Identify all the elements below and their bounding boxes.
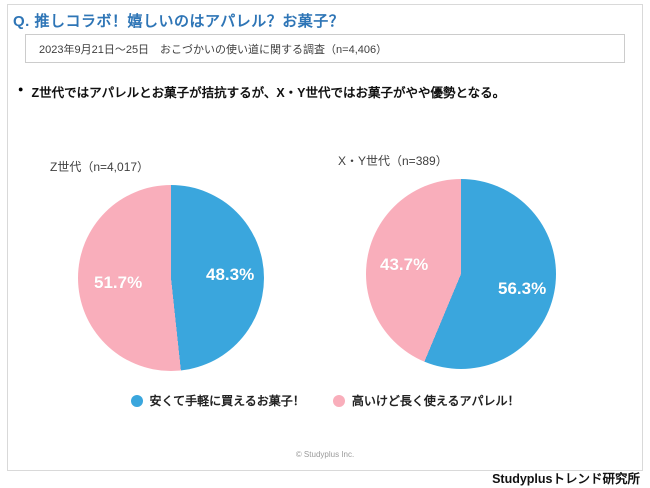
chart-legend: 安くて手軽に買えるお菓子！ 高いけど長く使えるアパレル！ (0, 392, 650, 409)
survey-note-text: 2023年9月21日〜25日 おこづかいの使い道に関する調査（n=4,406） (39, 43, 388, 56)
legend-item-sweets: 安くて手軽に買えるお菓子！ (130, 392, 305, 409)
chart-area: Z世代（n=4,017） 48.3% 51.7% X・Y世代（n=389） 56… (0, 140, 650, 400)
pie-chart-gen-z: Z世代（n=4,017） 48.3% 51.7% (50, 158, 300, 371)
pie-gen-z (78, 185, 264, 371)
pie-gen-xy-label-sweets: 56.3% (498, 279, 547, 298)
brand-text: Studyplusトレンド研究所 (492, 472, 640, 486)
pie-gen-z-label-apparel: 51.7% (94, 273, 143, 292)
survey-note-box: 2023年9月21日〜25日 おこづかいの使い道に関する調査（n=4,406） (25, 34, 625, 63)
legend-item-apparel: 高いけど長く使えるアパレル！ (332, 392, 520, 409)
copyright-text: © Studyplus Inc. (295, 450, 355, 459)
pie-wrap-gen-xy: 56.3% 43.7% (366, 179, 556, 369)
legend-label-sweets: 安くて手軽に買えるお菓子！ (149, 394, 305, 408)
insight-row: ● Z世代ではアパレルとお菓子が拮抗するが、X・Y世代ではお菓子がやや優勢となる… (18, 82, 632, 101)
pie-title-gen-z: Z世代（n=4,017） (50, 160, 150, 174)
pie-gen-xy-label-apparel: 43.7% (380, 255, 429, 274)
pie-gen-z-label-sweets: 48.3% (206, 265, 255, 284)
pie-gen-xy (366, 179, 556, 369)
insight-text: Z世代ではアパレルとお菓子が拮抗するが、X・Y世代ではお菓子がやや優勢となる。 (31, 86, 506, 100)
pie-chart-gen-xy: X・Y世代（n=389） 56.3% 43.7% (338, 152, 588, 369)
pie-wrap-gen-z: 48.3% 51.7% (78, 185, 264, 371)
bullet-icon: ● (18, 84, 24, 94)
page-title: Q. 推しコラボ！嬉しいのはアパレル？お菓子？ (13, 13, 345, 30)
legend-dot-blue-icon (130, 394, 143, 407)
legend-dot-pink-icon (332, 394, 345, 407)
pie-title-gen-xy: X・Y世代（n=389） (338, 154, 448, 168)
legend-label-apparel: 高いけど長く使えるアパレル！ (351, 394, 520, 408)
